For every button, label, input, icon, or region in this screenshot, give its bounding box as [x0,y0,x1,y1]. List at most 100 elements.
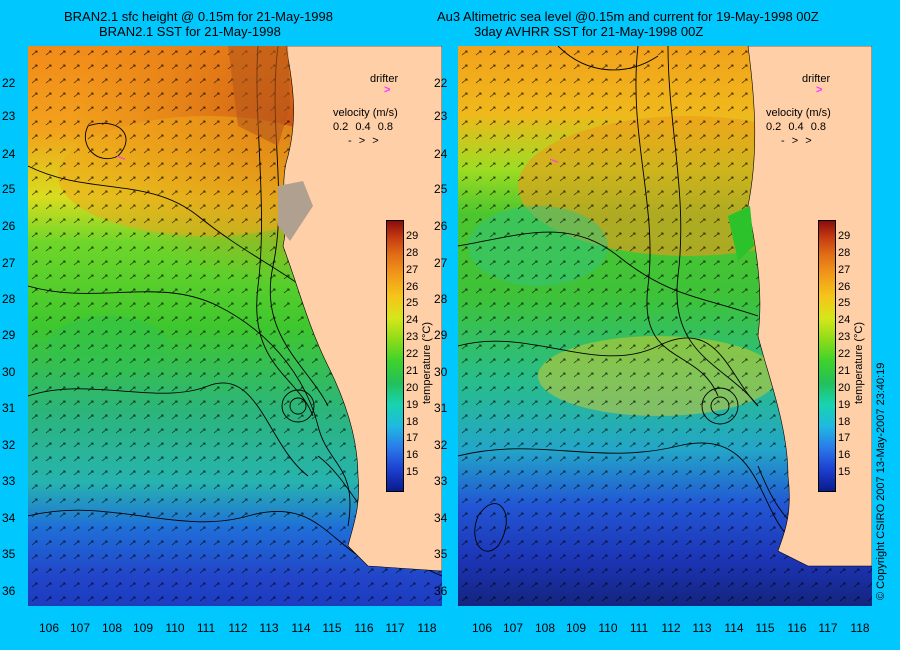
lat-label: 25 [434,182,448,196]
lon-label: 113 [692,621,712,635]
lon-label: 108 [534,621,556,635]
lat-label: 35 [2,547,16,561]
right-map-panel [458,46,872,606]
lon-label: 111 [629,621,649,635]
lat-label: 32 [2,438,16,452]
left-coastal-warm [228,46,290,146]
right-colorbar-tick: 15 [838,466,851,479]
left-colorbar-tick: 18 [406,415,419,428]
lat-label: 35 [434,547,448,561]
lon-label: 117 [385,621,405,635]
lat-label: 33 [434,474,448,488]
lon-label: 112 [228,621,248,635]
left-colorbar-tick: 20 [406,381,419,394]
lat-label: 30 [434,365,448,379]
lat-label: 30 [2,365,16,379]
lon-label: 111 [196,621,216,635]
right-colorbar-label: temperature (°C) [853,321,865,404]
right-colorbar-tick: 17 [838,432,851,445]
left-colorbar-tick: 21 [406,364,419,377]
right-map-svg [458,46,872,606]
left-colorbar-tick: 23 [406,331,419,344]
lon-label: 110 [165,621,185,635]
lat-label: 22 [434,76,448,90]
right-land-mass [747,46,872,567]
lon-label: 114 [724,621,744,635]
lat-label: 34 [2,511,16,525]
right-colorbar-tick: 19 [838,398,851,411]
lat-label: 23 [434,109,448,123]
left-map-panel [28,46,442,606]
right-colorbar-tick: 20 [838,381,851,394]
lon-label: 107 [502,621,524,635]
lon-label: 117 [818,621,838,635]
left-colorbar-tick: 27 [406,263,419,276]
left-colorbar-tick: 25 [406,297,419,310]
left-velocity-values: 0.2 0.4 0.8 [333,121,393,133]
lon-label: 116 [354,621,374,635]
lat-label: 31 [434,401,448,415]
lat-label: 25 [2,182,16,196]
right-title-line2: 3day AVHRR SST for 21-May-1998 00Z [474,24,704,39]
right-colorbar-tick: 16 [838,449,851,462]
lon-label: 115 [755,621,775,635]
left-colorbar-label: temperature (°C) [421,321,433,404]
left-colorbar-tick: 22 [406,348,419,360]
lat-label: 26 [434,219,448,233]
lat-label: 36 [434,584,448,598]
left-colorbar-tick: 15 [406,466,419,479]
left-colorbar [386,220,404,492]
lon-label: 109 [132,621,154,635]
left-drifter-label: drifter [370,73,399,85]
right-colorbar-tick: 23 [838,331,851,344]
right-sea-level-contours [458,46,872,557]
lon-label: 108 [101,621,123,635]
lat-label: 34 [434,511,448,525]
lon-label: 106 [38,621,60,635]
right-estuary-water [728,206,754,261]
lat-label: 36 [2,584,16,598]
lon-label: 113 [259,621,279,635]
right-colorbar-tick: 24 [838,314,851,327]
right-velocity-title: velocity (m/s) [766,107,831,119]
lon-label: 112 [661,621,681,635]
lat-label: 27 [434,256,448,270]
lat-label: 24 [2,147,16,161]
lat-label: 32 [434,438,448,452]
right-colorbar-tick: 26 [838,280,851,293]
right-colorbar-tick: 27 [838,263,851,276]
right-title-line1: Au3 Altimetric sea level @0.15m and curr… [437,9,819,24]
right-colorbar-tick: 22 [838,348,851,360]
lat-label: 23 [2,109,16,123]
right-velocity-values: 0.2 0.4 0.8 [766,121,826,133]
left-title-line1: BRAN2.1 sfc height @ 0.15m for 21-May-19… [64,9,333,24]
right-velocity-arrows-icon: - > > [781,135,812,147]
lat-label: 29 [434,328,448,342]
lat-label: 22 [2,76,16,90]
lon-label: 115 [322,621,342,635]
lat-label: 26 [2,219,16,233]
left-velocity-arrows-icon: - > > [348,135,379,147]
lon-label: 109 [565,621,587,635]
lat-label: 27 [2,256,16,270]
right-drifter-arrow-icon: > [816,84,823,96]
lon-label: 116 [787,621,807,635]
left-colorbar-tick: 28 [406,246,419,259]
lon-label: 107 [69,621,91,635]
copyright-notice: © Copyright CSIRO 2007 13-May-2007 23:40… [875,362,887,600]
left-velocity-title: velocity (m/s) [333,107,398,119]
lon-label: 106 [471,621,493,635]
lon-label: 114 [291,621,311,635]
lon-label: 118 [850,621,870,635]
left-colorbar-tick: 19 [406,398,419,411]
right-colorbar-tick: 29 [838,229,851,242]
lat-label: 28 [434,292,448,306]
left-colorbar-tick: 26 [406,280,419,293]
left-colorbar-tick: 17 [406,432,419,445]
right-colorbar-tick: 28 [838,246,851,259]
left-estuary [278,181,313,241]
left-map-svg [28,46,442,606]
left-colorbar-tick: 29 [406,229,419,242]
lon-label: 110 [598,621,618,635]
lon-label: 118 [417,621,437,635]
